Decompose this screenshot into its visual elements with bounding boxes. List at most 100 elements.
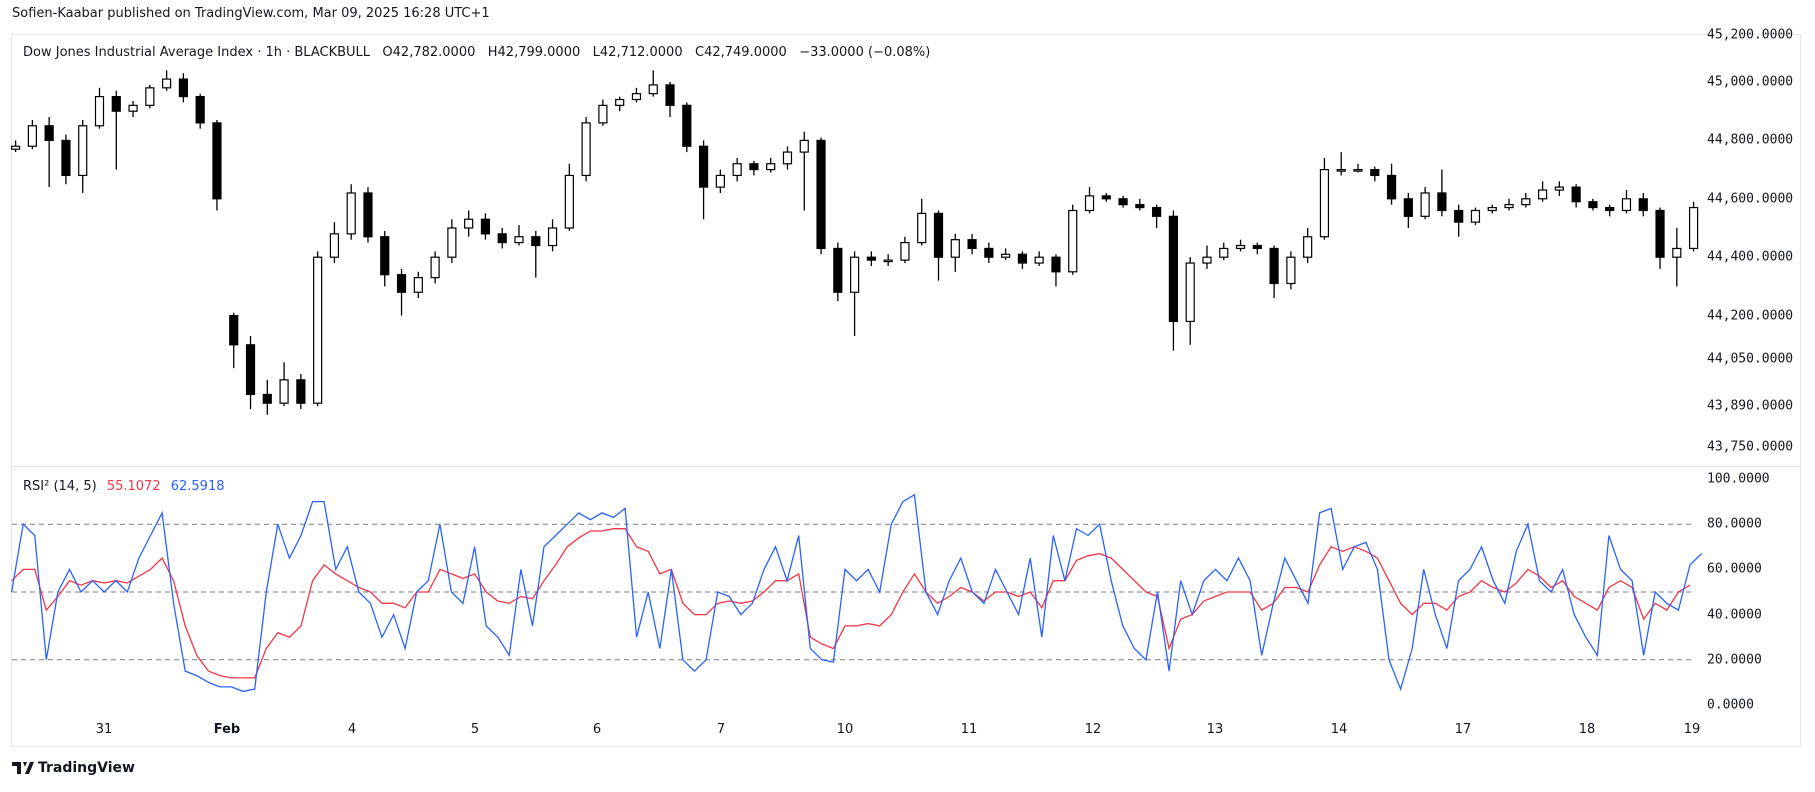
candle-bullish (1688, 206, 1699, 250)
tradingview-logo[interactable]: TradingView (12, 760, 135, 776)
candle-bearish (1168, 215, 1179, 323)
candle-bearish (933, 212, 944, 258)
candle-bullish (1672, 247, 1682, 258)
candle-bearish (245, 344, 256, 396)
time-axis-label: 17 (1454, 722, 1472, 737)
candle-bullish (128, 104, 138, 112)
chart-panel[interactable] (11, 34, 1801, 747)
candle-bearish (61, 139, 71, 177)
candle-bearish (749, 163, 759, 171)
candle-bullish (145, 87, 155, 106)
price-axis-label: 43,750.0000 (1707, 439, 1794, 455)
candle-bullish (1554, 186, 1564, 191)
time-axis-label: 18 (1578, 722, 1596, 737)
candle-bullish (1504, 204, 1514, 209)
price-axis-label: 43,890.0000 (1707, 398, 1794, 414)
rsi-value: 62.5918 (170, 479, 225, 494)
price-axis-label: 44,800.0000 (1707, 132, 1794, 148)
candle-bullish (1034, 256, 1044, 264)
candle-bearish (665, 84, 675, 106)
candle-bearish (698, 145, 709, 188)
candle-bullish (648, 84, 658, 95)
candle-bullish (732, 163, 742, 177)
rsi-indicator-name[interactable]: RSI² (14, 5) (23, 479, 97, 494)
candle-bullish (1219, 247, 1229, 258)
candle-bearish (531, 236, 541, 247)
time-axis-label: 4 (347, 722, 357, 737)
candle-bearish (1252, 244, 1262, 250)
candle-bullish (313, 256, 323, 404)
candle-bearish (984, 247, 994, 258)
time-axis-label: 12 (1084, 722, 1102, 737)
candle-bullish (413, 277, 423, 293)
candle-bullish (11, 145, 21, 150)
time-axis-label: 10 (836, 722, 854, 737)
candle-bullish (27, 125, 37, 147)
candle-bullish (430, 256, 440, 279)
candle-bearish (1017, 253, 1028, 264)
price-axis-label: 44,600.0000 (1707, 191, 1794, 207)
signal-value: 55.1072 (106, 479, 161, 494)
candle-bullish (447, 227, 457, 258)
candle-bullish (1621, 198, 1632, 212)
candle-bearish (229, 315, 239, 346)
low-value: L42,712.0000 (592, 45, 683, 60)
time-axis-label: 5 (470, 722, 480, 737)
candle-bearish (1118, 198, 1128, 206)
symbol-legend: Dow Jones Industrial Average Index · 1h … (23, 45, 930, 60)
candle-bullish (1303, 236, 1313, 258)
candle-bullish (1068, 209, 1078, 273)
candle-bearish (396, 274, 407, 293)
candle-bearish (497, 233, 507, 244)
candle-bearish (967, 239, 977, 250)
candle-bearish (1588, 201, 1598, 209)
time-axis-label: 19 (1683, 722, 1701, 737)
pane-separator[interactable] (11, 466, 1801, 467)
high-value: H42,799.0000 (487, 45, 581, 60)
candle-bullish (631, 93, 642, 101)
candle-bullish (1336, 169, 1346, 172)
price-axis-label: 44,400.0000 (1707, 249, 1794, 265)
time-axis-label: 6 (592, 722, 602, 737)
candle-bullish (900, 242, 910, 261)
time-axis-label: Feb (213, 722, 241, 737)
candle-bearish (866, 256, 876, 261)
change-value: −33.0000 (−0.08%) (799, 45, 931, 60)
candle-bullish (917, 212, 927, 244)
candle-bearish (1655, 209, 1665, 258)
candle-bullish (94, 95, 105, 127)
candle-bearish (480, 218, 491, 235)
candle-bearish (212, 122, 222, 200)
time-axis-label: 14 (1330, 722, 1348, 737)
candle-bearish (44, 125, 54, 142)
candle-bullish (1470, 209, 1481, 223)
time-axis-label: 13 (1206, 722, 1224, 737)
candle-bearish (380, 236, 390, 276)
symbol-title[interactable]: Dow Jones Industrial Average Index · 1h … (23, 45, 371, 60)
candle-bearish (195, 95, 205, 124)
candle-bullish (464, 218, 474, 229)
candle-bearish (1152, 206, 1162, 217)
rsi-axis-label: 100.0000 (1707, 471, 1770, 487)
candle-bullish (1286, 256, 1296, 285)
candle-bullish (78, 125, 88, 177)
candle-bullish (1537, 189, 1548, 200)
publish-info: Sofien-Kaabar published on TradingView.c… (12, 6, 490, 21)
candle-bullish (514, 236, 524, 244)
time-axis-label: 7 (716, 722, 726, 737)
candle-bearish (1101, 195, 1111, 200)
rsi-legend: RSI² (14, 5) 55.1072 62.5918 (23, 479, 231, 494)
candle-bullish (1319, 169, 1330, 238)
candle-bullish (1202, 256, 1212, 264)
tradingview-logo-icon (12, 762, 34, 774)
candle-bearish (296, 379, 306, 404)
candle-bullish (1235, 244, 1246, 250)
candle-bearish (682, 104, 692, 147)
candle-bearish (816, 139, 826, 250)
candle-bullish (1084, 195, 1095, 212)
candle-bullish (1521, 198, 1531, 206)
candle-bullish (547, 227, 558, 247)
candle-bearish (833, 247, 843, 293)
candle-bearish (1403, 198, 1413, 217)
